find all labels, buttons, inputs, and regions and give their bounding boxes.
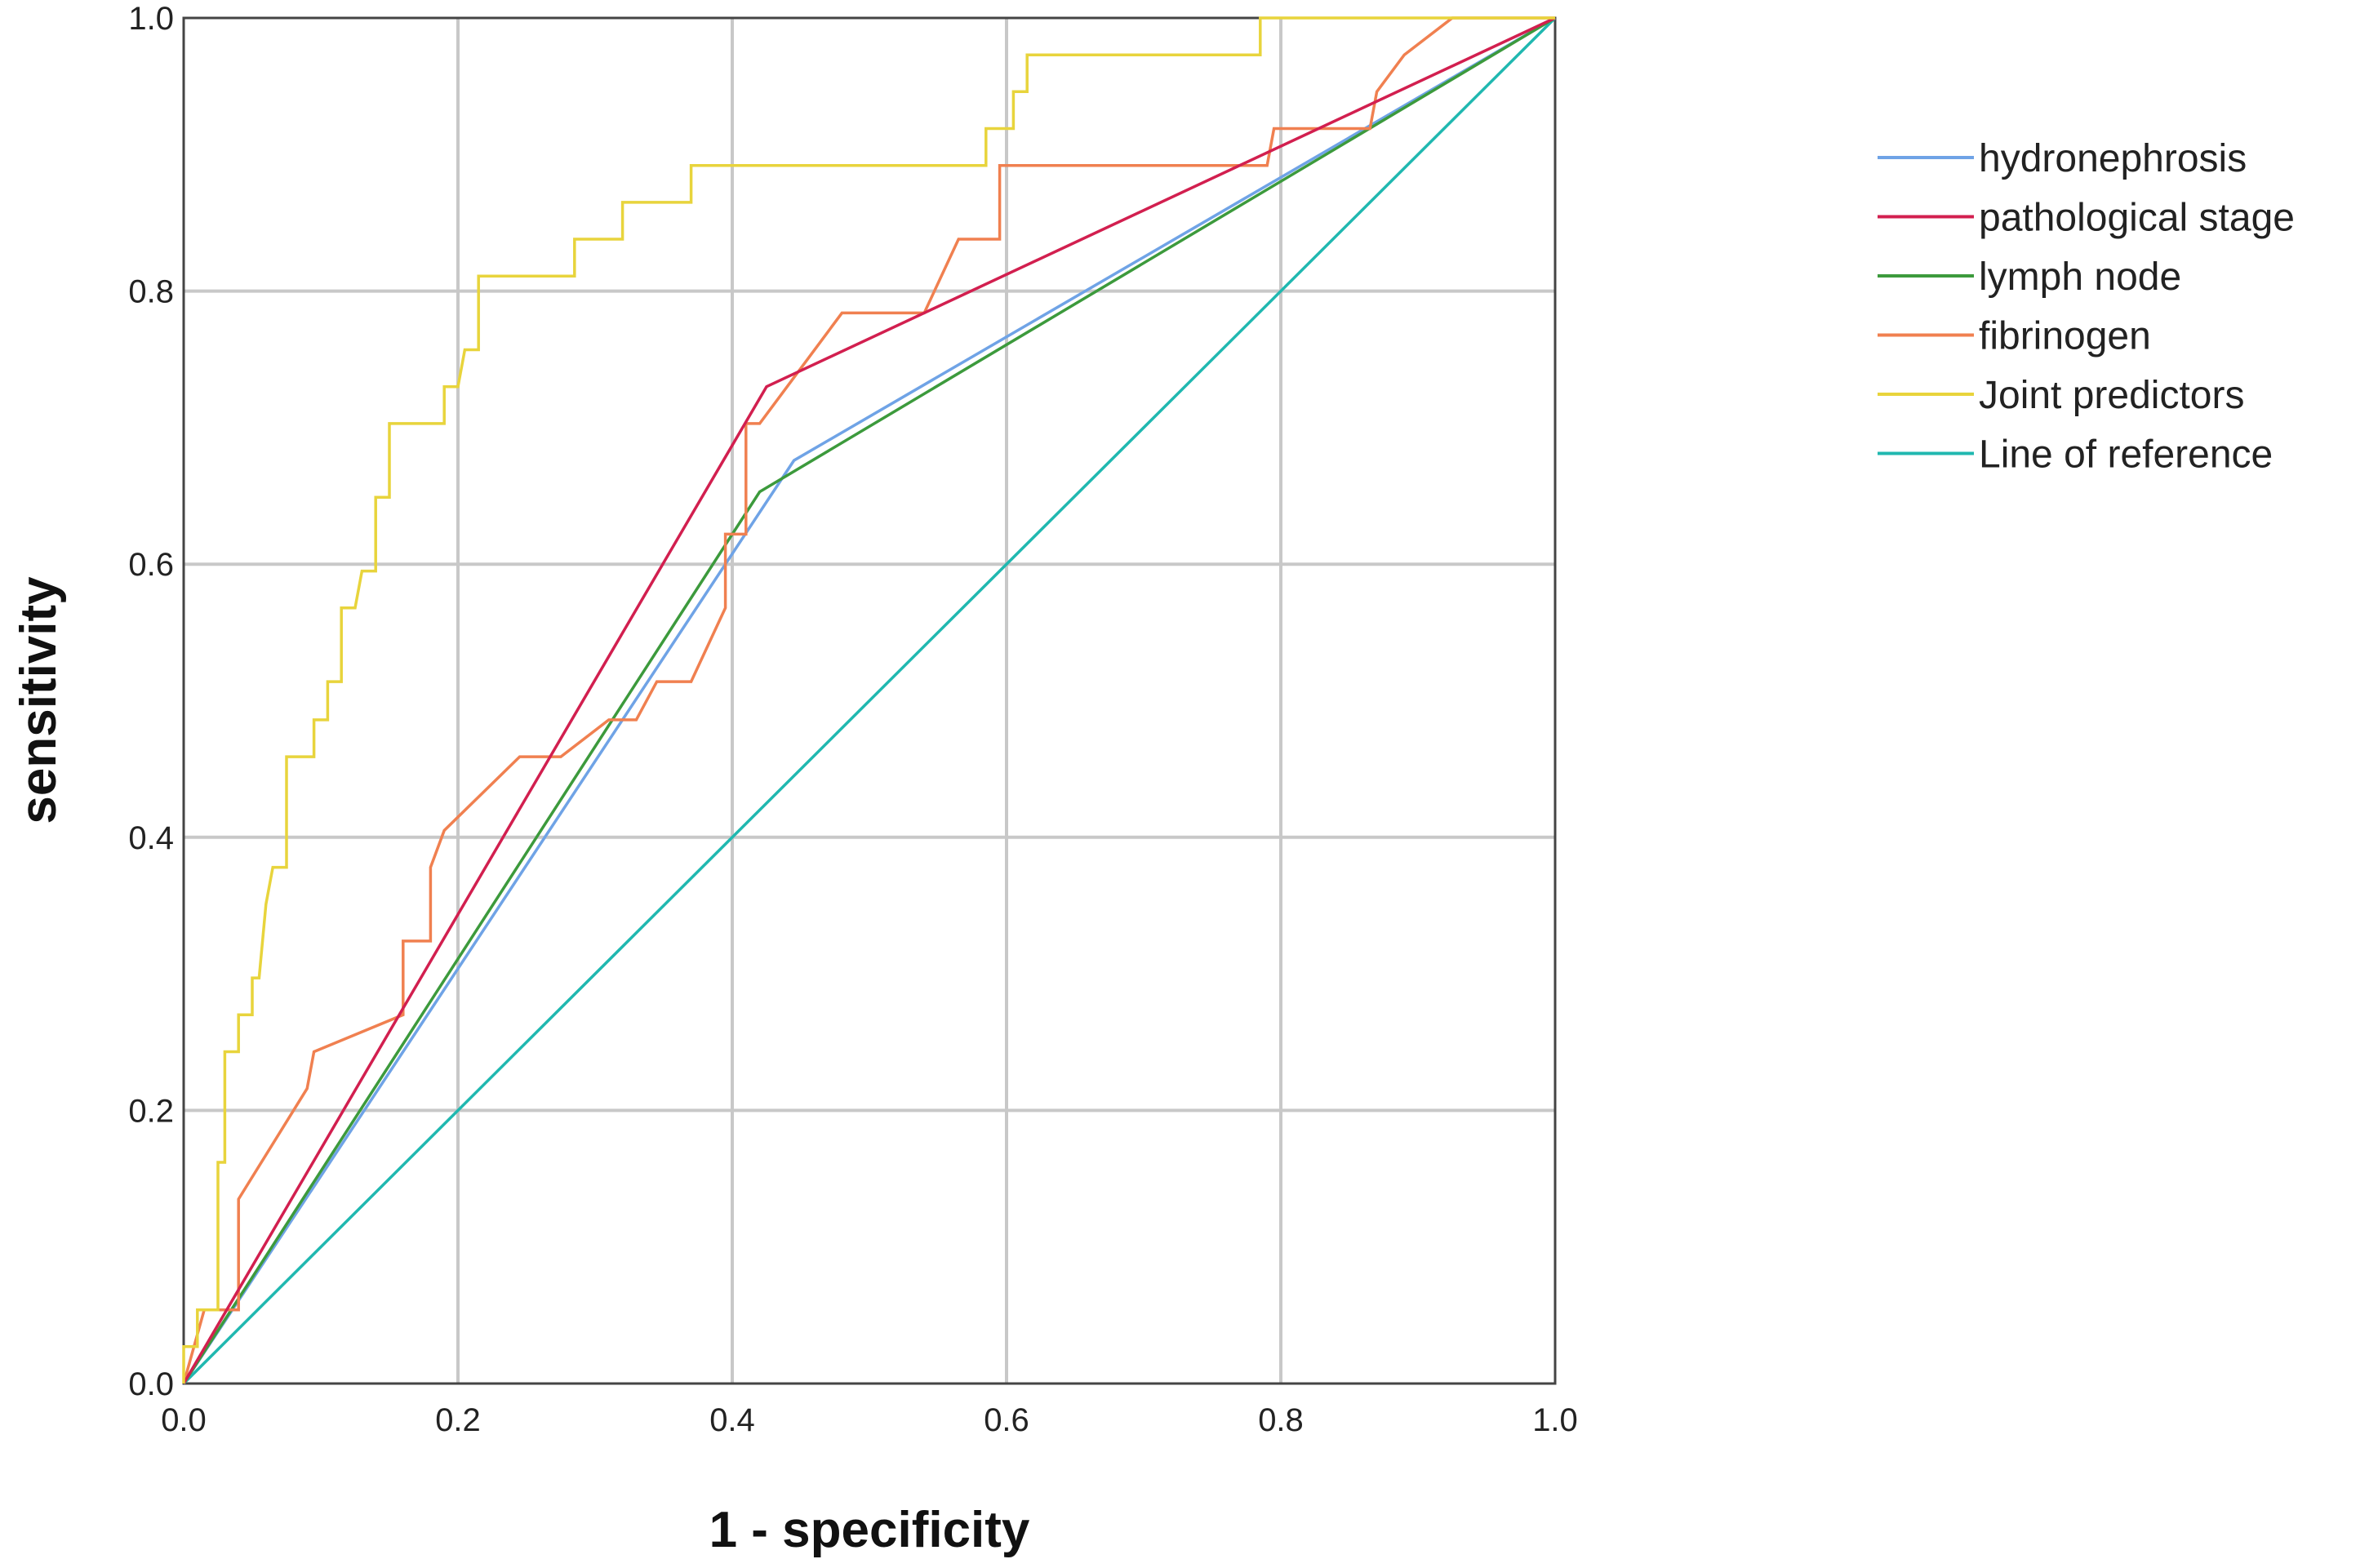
series-layer <box>182 16 1557 1385</box>
series-line-pathological-stage <box>182 16 1556 1384</box>
x-axis-title: 1 - specificity <box>709 1502 1030 1558</box>
x-tick-label: 0.0 <box>161 1402 207 1438</box>
legend-label: lymph node <box>1979 255 2181 299</box>
series-line-joint-predictors <box>182 16 1555 1384</box>
x-tick-label: 1.0 <box>1532 1402 1578 1438</box>
legend-label: pathological stage <box>1979 197 2295 240</box>
legend-label: hydronephrosis <box>1979 137 2247 180</box>
x-tick-label: 0.6 <box>984 1402 1029 1438</box>
legend-label: Joint predictors <box>1979 374 2244 417</box>
y-tick-label: 0.2 <box>128 1093 174 1129</box>
legend-item-lymph-node: lymph node <box>1878 255 2181 299</box>
x-tick-label: 0.4 <box>709 1402 755 1438</box>
y-tick-label: 0.0 <box>128 1366 174 1402</box>
y-tick-label: 0.8 <box>128 274 174 310</box>
series-line-line-of-reference <box>182 16 1557 1385</box>
y-tick-label: 0.6 <box>128 547 174 583</box>
legend-label: Line of reference <box>1979 433 2273 477</box>
series-line-hydronephrosis <box>182 16 1556 1384</box>
legend-item-pathological-stage: pathological stage <box>1878 197 2295 240</box>
legend-item-hydronephrosis: hydronephrosis <box>1878 137 2247 180</box>
y-tick-label: 0.4 <box>128 820 174 856</box>
legend: hydronephrosis pathological stage lymph n… <box>1878 137 2295 477</box>
tick-layer: 0.0 0.2 0.4 0.6 0.8 1.0 0.0 0.2 0.4 0.6 0.8 1.0 <box>128 1 1577 1438</box>
plot-frame <box>182 16 1557 1385</box>
legend-label: fibrinogen <box>1979 315 2151 358</box>
legend-item-fibrinogen: fibrinogen <box>1878 315 2151 358</box>
series-line-fibrinogen <box>182 16 1555 1384</box>
y-tick-label: 1.0 <box>128 1 174 37</box>
y-axis-title: sensitivity <box>11 576 67 824</box>
series-line-lymph-node <box>182 16 1556 1384</box>
x-tick-label: 0.2 <box>435 1402 481 1438</box>
x-tick-label: 0.8 <box>1258 1402 1304 1438</box>
legend-item-line-of-reference: Line of reference <box>1878 433 2273 477</box>
legend-item-joint-predictors: Joint predictors <box>1878 374 2244 417</box>
grid-layer <box>184 18 1555 1384</box>
